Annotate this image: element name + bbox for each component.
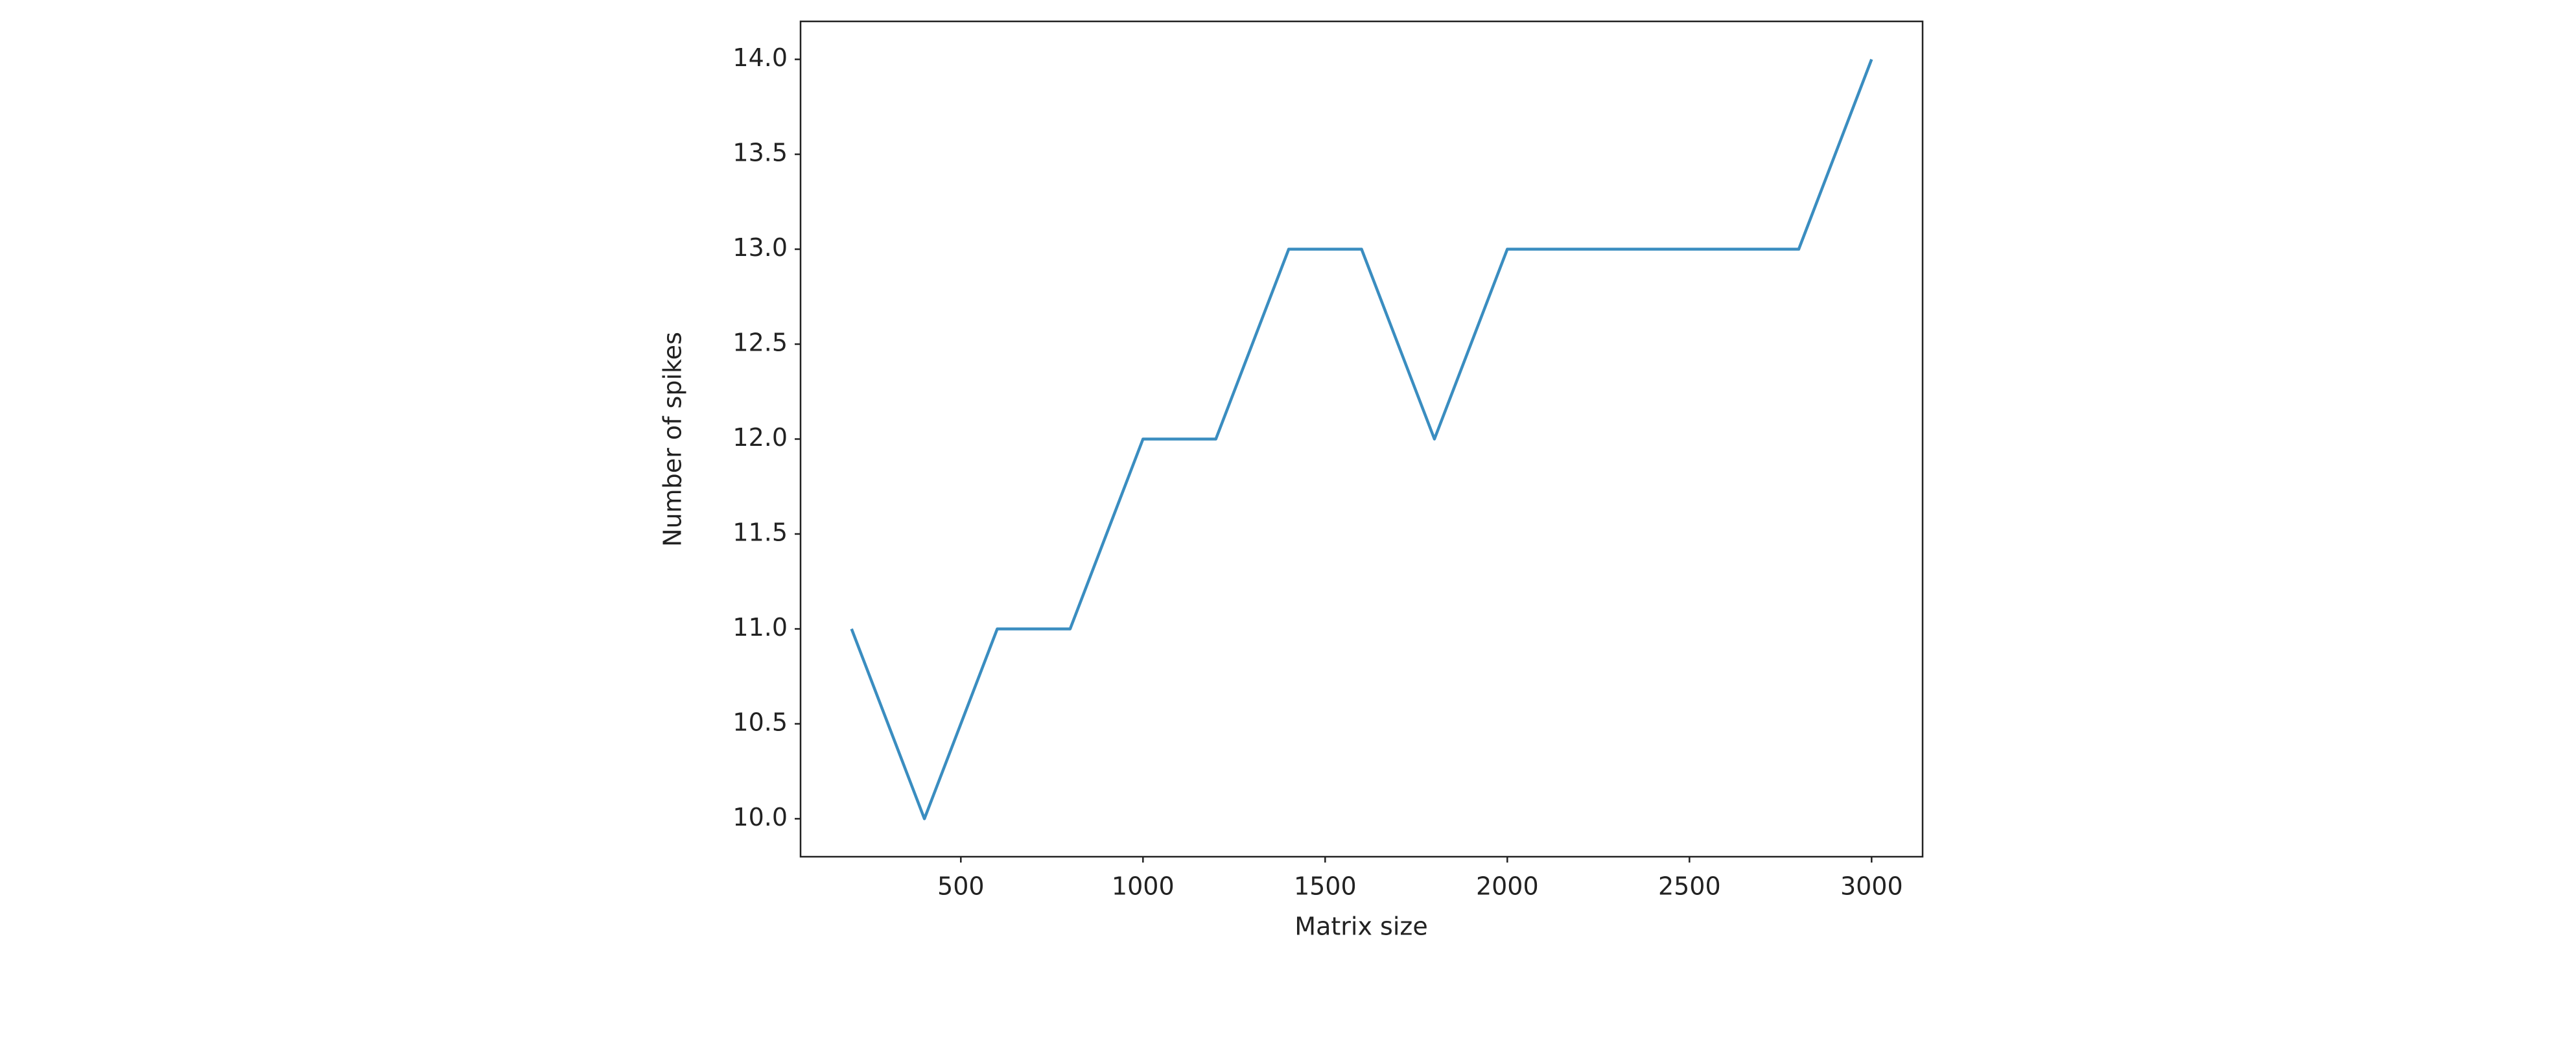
x-axis-label: Matrix size xyxy=(1294,912,1427,941)
y-tick-label: 13.5 xyxy=(732,139,788,167)
plot-frame xyxy=(799,20,1924,858)
x-tick-label: 3000 xyxy=(1840,872,1903,901)
y-tick-label: 12.5 xyxy=(732,329,788,357)
y-tick-label: 11.5 xyxy=(732,518,788,546)
x-tick-label: 1000 xyxy=(1112,872,1175,901)
data-line xyxy=(850,58,1873,820)
y-tick-label: 11.0 xyxy=(732,613,788,642)
x-tick-label: 2000 xyxy=(1476,872,1539,901)
y-tick-label: 14.0 xyxy=(732,43,788,72)
y-axis-label: Number of spikes xyxy=(659,332,687,547)
x-tick-label: 500 xyxy=(937,872,985,901)
x-tick-label: 1500 xyxy=(1294,872,1357,901)
y-tick-label: 12.0 xyxy=(732,423,788,452)
x-tick-label: 2500 xyxy=(1658,872,1721,901)
y-tick-label: 10.0 xyxy=(732,803,788,831)
y-tick-label: 13.0 xyxy=(732,233,788,262)
y-tick-label: 10.5 xyxy=(732,708,788,736)
